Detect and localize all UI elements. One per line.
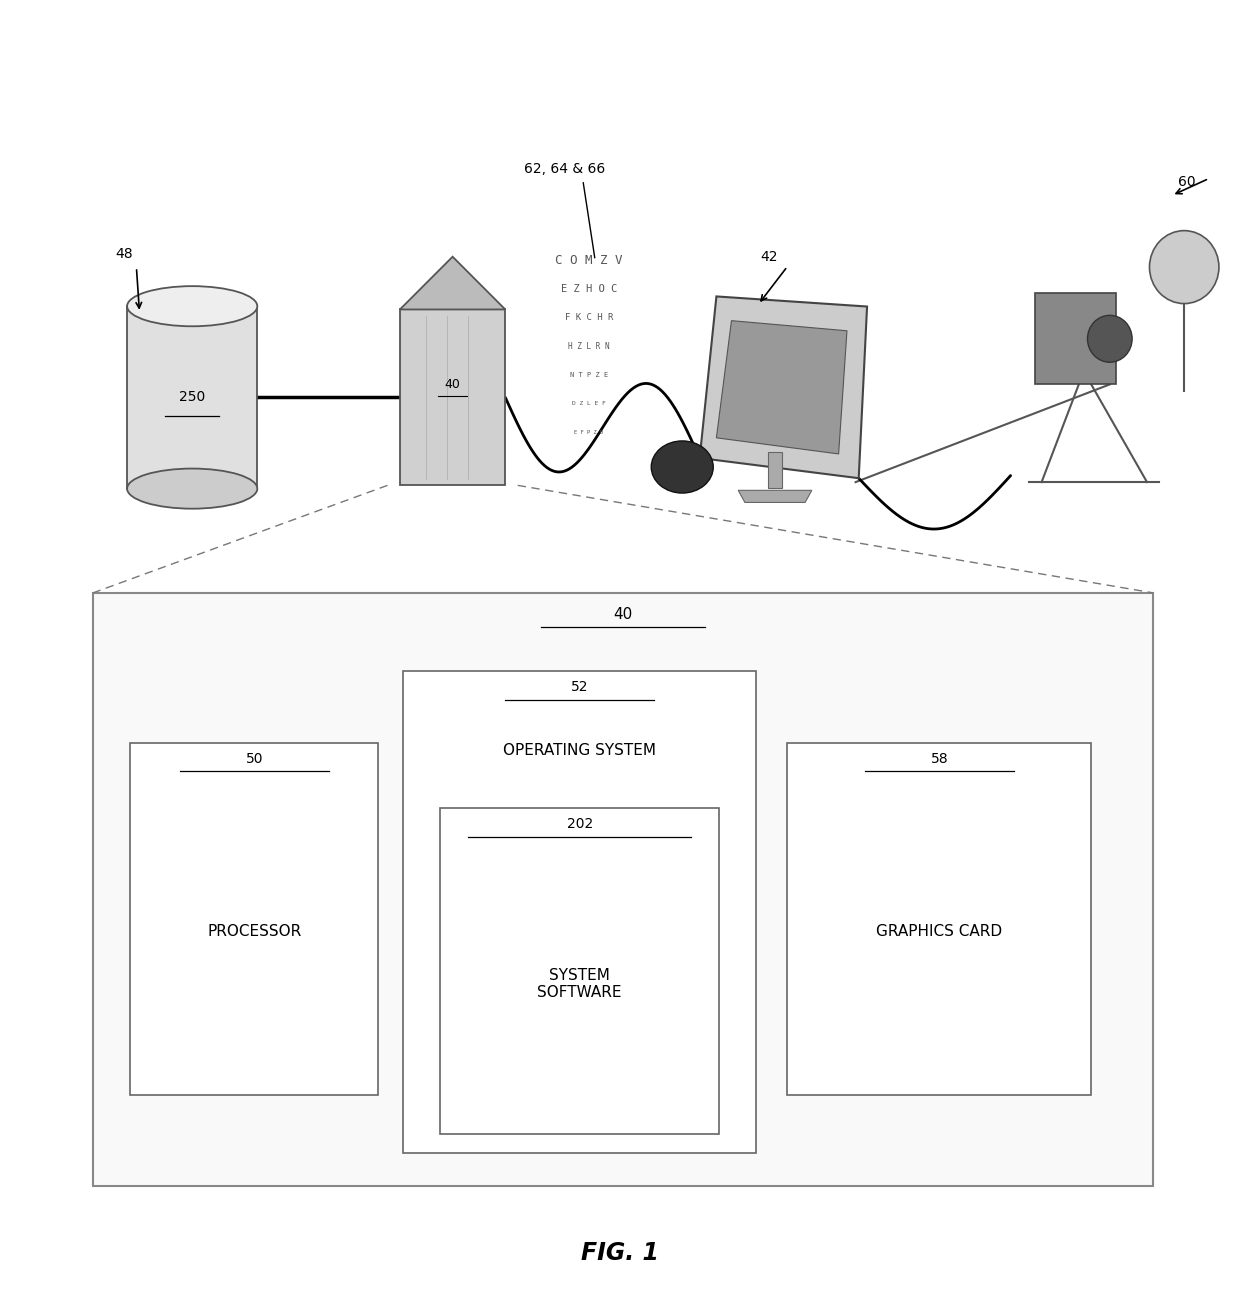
Circle shape <box>1149 231 1219 304</box>
Text: 250: 250 <box>179 391 206 404</box>
Text: 62, 64 & 66: 62, 64 & 66 <box>523 162 605 176</box>
Text: C O M Z V: C O M Z V <box>556 254 622 267</box>
Polygon shape <box>738 490 812 503</box>
Text: 50: 50 <box>246 752 263 766</box>
Text: 42: 42 <box>760 250 777 265</box>
Text: 40: 40 <box>445 378 460 391</box>
Bar <box>130 743 378 1095</box>
Text: OPERATING SYSTEM: OPERATING SYSTEM <box>503 743 656 758</box>
Text: SYSTEM
SOFTWARE: SYSTEM SOFTWARE <box>537 968 622 999</box>
Text: PROCESSOR: PROCESSOR <box>207 924 301 939</box>
Bar <box>93 593 1153 1186</box>
Bar <box>440 808 719 1134</box>
Text: F K C H R: F K C H R <box>564 314 614 322</box>
Text: H Z L R N: H Z L R N <box>568 343 610 351</box>
Ellipse shape <box>126 469 257 508</box>
Text: 60: 60 <box>1178 175 1195 189</box>
Text: E Z H O C: E Z H O C <box>560 284 618 294</box>
Bar <box>1035 293 1116 384</box>
Text: FIG. 1: FIG. 1 <box>582 1242 658 1265</box>
Text: 40: 40 <box>614 606 632 622</box>
Polygon shape <box>399 257 506 310</box>
Text: 58: 58 <box>930 752 949 766</box>
Text: 202: 202 <box>567 817 593 831</box>
Bar <box>787 743 1091 1095</box>
Ellipse shape <box>126 287 257 326</box>
Polygon shape <box>717 321 847 453</box>
Ellipse shape <box>651 440 713 493</box>
Text: 48: 48 <box>115 246 133 261</box>
Polygon shape <box>699 297 867 478</box>
Bar <box>128 306 258 489</box>
Text: GRAPHICS CARD: GRAPHICS CARD <box>877 924 1002 939</box>
Circle shape <box>1087 315 1132 362</box>
Text: 52: 52 <box>570 680 589 694</box>
Text: E F P Z D: E F P Z D <box>574 430 604 435</box>
Text: D Z L E F: D Z L E F <box>572 401 606 407</box>
Bar <box>403 671 756 1153</box>
Text: N T P Z E: N T P Z E <box>570 373 608 378</box>
Bar <box>399 310 506 486</box>
Bar <box>769 452 781 489</box>
